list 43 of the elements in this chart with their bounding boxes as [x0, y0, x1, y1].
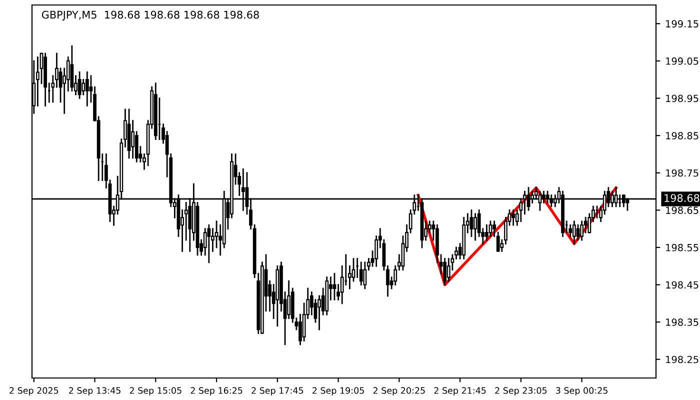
y-tick-label: 198.55 — [666, 244, 698, 252]
candlestick — [70, 45, 74, 92]
y-tick-label: 198.35 — [666, 318, 698, 326]
text: GBPJPY,M5 198.68 198.68 198.68 198.68 — [42, 10, 259, 21]
candlestick — [443, 258, 447, 286]
candlestick — [484, 224, 488, 241]
candlestick — [363, 262, 367, 290]
y-tick-label: 198.95 — [666, 94, 698, 102]
x-tick-label: 2 Sep 17:45 — [252, 387, 304, 396]
candlestick — [332, 272, 336, 300]
candlestick — [82, 78, 86, 96]
ref-line-label: 198.68 — [664, 194, 700, 202]
candlestick — [512, 209, 516, 226]
x-tick-label: 2 Sep 21:45 — [434, 387, 486, 396]
candlestick — [131, 120, 135, 159]
x-tick-label: 2 Sep 13:45 — [69, 387, 120, 396]
y-tick-label: 199.15 — [666, 20, 698, 28]
y-tick-label: 199.05 — [666, 57, 698, 65]
candlestick — [572, 220, 576, 244]
x-tick-label: 2 Sep 19:05 — [312, 387, 364, 396]
y-tick-label: 198.85 — [666, 132, 698, 140]
candlestick — [474, 213, 477, 241]
x-tick-label: 2 Sep 23:05 — [495, 387, 547, 396]
y-tick-label: 198.65 — [666, 206, 698, 214]
x-tick-label: 3 Sep 00:25 — [556, 387, 608, 396]
y-tick-label: 198.75 — [666, 169, 698, 177]
y-tick-label: 198.45 — [666, 281, 698, 289]
x-tick-label: 2 Sep 2025 — [10, 387, 58, 396]
candlestick — [207, 224, 211, 264]
x-tick-label: 2 Sep 15:05 — [130, 387, 182, 396]
candlestick — [318, 295, 321, 330]
x-tick-label: 2 Sep 16:25 — [190, 387, 242, 396]
x-tick-label: 2 Sep 20:25 — [373, 387, 425, 396]
candlestick — [580, 220, 584, 241]
candlestick — [359, 262, 363, 286]
candlestick — [470, 209, 474, 237]
candlestick — [576, 224, 580, 241]
candlestick — [446, 258, 450, 282]
candlestick — [85, 71, 89, 106]
candlestick — [488, 220, 492, 237]
candlestick — [568, 224, 572, 237]
candlestick — [78, 71, 82, 99]
y-tick-label: 198.25 — [666, 356, 698, 364]
